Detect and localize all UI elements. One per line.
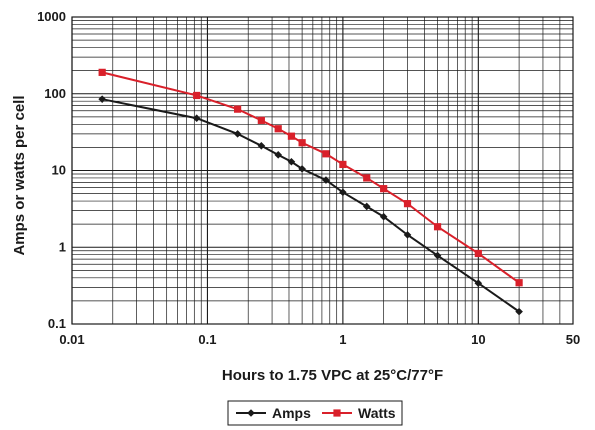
data-point-watts — [287, 132, 296, 140]
legend-items: Amps Watts — [236, 405, 396, 421]
data-point-amps — [192, 114, 201, 123]
legend-marker — [247, 409, 255, 417]
legend: Amps Watts — [227, 400, 403, 426]
data-point-amps — [474, 279, 483, 288]
legend-label: Watts — [358, 405, 396, 421]
legend-marker — [333, 409, 341, 417]
data-point-watts — [339, 160, 347, 169]
y-tick-label: 0.1 — [48, 316, 66, 331]
data-point-watts — [98, 68, 106, 76]
data-point-watts — [298, 139, 306, 147]
data-point-amps — [515, 307, 523, 316]
data-point-watts — [322, 150, 330, 158]
y-tick-label: 1 — [59, 239, 66, 254]
data-point-watts — [403, 200, 412, 208]
x-tick-label: 0.01 — [59, 332, 84, 347]
series-watts — [98, 68, 523, 287]
series-layer — [98, 68, 523, 316]
data-point-amps — [274, 151, 283, 159]
series-line-amps — [101, 98, 520, 313]
data-point-watts — [193, 91, 201, 100]
legend-item-watts: Watts — [322, 405, 396, 421]
grid — [71, 17, 574, 325]
y-axis-label: Amps or watts per cell — [11, 95, 28, 255]
y-tick-label: 1000 — [37, 9, 66, 24]
data-point-amps — [339, 188, 347, 197]
data-point-watts — [234, 105, 242, 113]
data-point-amps — [403, 231, 412, 239]
x-tick-label: 10 — [471, 332, 485, 347]
x-tick-labels: 0.01 0.1 1 10 50 — [59, 332, 580, 347]
x-axis-label: Hours to 1.75 VPC at 25°C/77°F — [222, 367, 443, 384]
data-point-watts — [515, 279, 523, 287]
x-tick-label: 50 — [566, 332, 580, 347]
plot-frame — [71, 16, 574, 325]
data-point-watts — [274, 125, 282, 133]
data-point-amps — [362, 202, 371, 211]
y-tick-labels: 1000 100 10 1 0.1 — [37, 9, 66, 331]
data-point-amps — [298, 165, 306, 173]
data-point-watts — [363, 174, 371, 182]
data-point-amps — [257, 141, 266, 150]
y-tick-label: 100 — [44, 86, 66, 101]
data-point-amps — [322, 176, 330, 184]
legend-item-amps: Amps — [236, 405, 311, 421]
data-point-amps — [433, 251, 442, 260]
y-tick-label: 10 — [52, 163, 66, 178]
x-tick-label: 0.1 — [198, 332, 216, 347]
legend-label: Amps — [272, 405, 311, 421]
data-point-amps — [379, 212, 388, 221]
data-point-amps — [98, 95, 106, 103]
data-point-watts — [474, 249, 482, 258]
data-point-amps — [233, 130, 242, 138]
x-tick-label: 1 — [339, 332, 346, 347]
series-amps — [98, 95, 523, 316]
data-point-watts — [433, 223, 442, 231]
data-point-watts — [380, 185, 388, 193]
data-point-amps — [287, 157, 296, 166]
series-line-watts — [101, 71, 520, 284]
data-point-watts — [257, 116, 265, 124]
legend-box — [227, 400, 403, 426]
